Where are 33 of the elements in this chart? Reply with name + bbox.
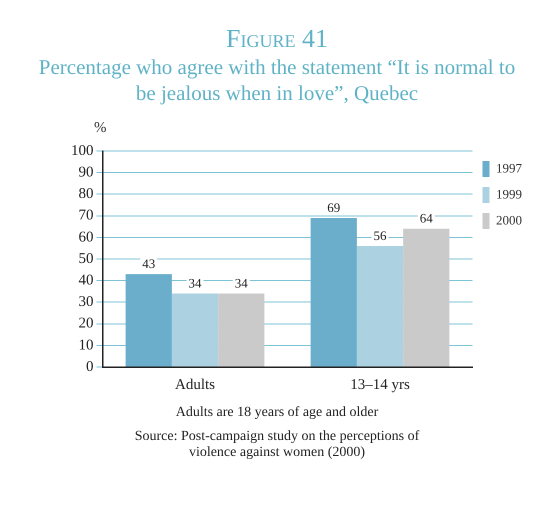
chart-subtitle: Percentage who agree with the statement “It is normal to be jealous when in love”, Quebec: [38, 54, 516, 106]
y-axis-title: %: [93, 120, 108, 137]
bar: [126, 274, 172, 366]
data-label: 56: [374, 228, 387, 243]
y-tick-label: 30: [78, 294, 94, 310]
data-label: 43: [142, 256, 156, 272]
source-note: Source: Post-campaign study on the perceptions of violence against women (2000): [134, 429, 420, 461]
y-tick-label: 50: [78, 250, 94, 267]
legend-label: 1999: [496, 186, 522, 202]
data-label: 34: [234, 275, 248, 290]
legend-label: 2000: [496, 212, 522, 228]
x-tick-label: 13–14 yrs: [350, 376, 410, 393]
chart-title: Figure 41: [225, 24, 329, 54]
bar: [218, 294, 264, 366]
y-tick-label: 20: [78, 316, 94, 332]
data-label: 69: [327, 200, 340, 215]
bar: [403, 228, 450, 366]
y-tick-label: 60: [78, 229, 94, 246]
y-tick-label: 10: [78, 337, 94, 354]
legend-label: 1997: [496, 160, 522, 176]
x-tick-label: Adults: [174, 376, 216, 393]
bar: [310, 218, 357, 366]
text: Adults are 18 years of age and older: [174, 405, 380, 421]
data-label: 64: [420, 210, 434, 226]
y-tick-label: 40: [78, 272, 94, 289]
y-tick-label: 70: [78, 208, 94, 224]
y-tick-label: 0: [86, 358, 94, 375]
y-tick-label: 100: [71, 142, 94, 159]
bar: [356, 246, 404, 366]
y-tick-label: 90: [78, 164, 94, 181]
y-tick-label: 80: [78, 186, 94, 202]
bar: [172, 294, 218, 366]
data-label: 34: [188, 275, 202, 290]
